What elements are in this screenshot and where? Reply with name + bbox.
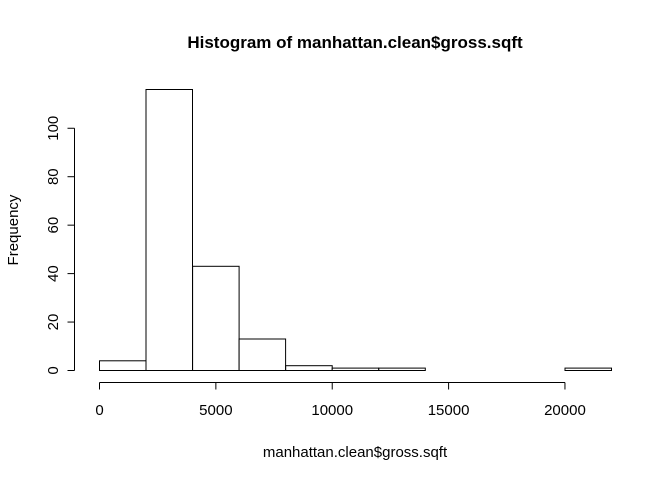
histogram-bar-0 (99, 360, 147, 371)
y-tick-label: 80 (45, 168, 62, 185)
x-tick-label: 0 (95, 402, 103, 419)
histogram-bar-6 (378, 367, 426, 372)
x-tick-label: 20000 (544, 402, 586, 419)
y-tick-label: 100 (45, 116, 62, 141)
x-axis-label: manhattan.clean$gross.sqft (263, 444, 448, 461)
x-tick-label: 10000 (311, 402, 353, 419)
histogram-bar-4 (285, 365, 333, 372)
y-tick-label: 40 (45, 265, 62, 282)
histogram-bar-5 (331, 367, 380, 372)
y-tick-label: 60 (45, 217, 62, 234)
histogram-bars (99, 89, 612, 372)
y-axis-label: Frequency (5, 194, 22, 265)
y-axis: 0 20 40 60 80 100 (45, 116, 75, 375)
y-tick-label: 0 (45, 366, 62, 374)
y-tick-label: 20 (45, 314, 62, 331)
x-tick-label: 15000 (428, 402, 470, 419)
x-tick-label: 5000 (199, 402, 232, 419)
histogram-bar-2 (192, 265, 240, 371)
histogram-bar-3 (238, 338, 287, 371)
x-axis: 0 5000 10000 15000 20000 (95, 382, 586, 419)
histogram-bar-1 (145, 89, 193, 371)
chart-title: Histogram of manhattan.clean$gross.sqft (187, 33, 523, 52)
histogram-bar-10 (564, 367, 612, 372)
